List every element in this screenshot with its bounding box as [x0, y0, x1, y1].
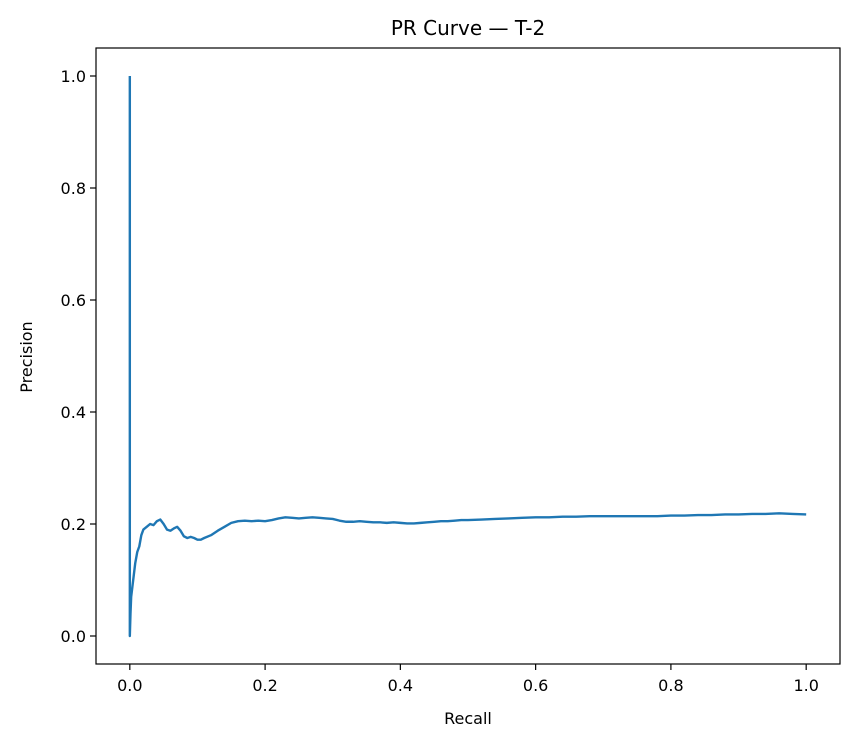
y-tick-label: 0.8	[61, 179, 86, 198]
x-tick-label: 0.4	[388, 676, 413, 695]
series-line	[128, 76, 807, 638]
y-tick-label: 0.4	[61, 403, 86, 422]
x-tick-label: 0.8	[658, 676, 683, 695]
y-axis-label: Precision	[17, 321, 36, 392]
y-tick-label: 0.0	[61, 627, 86, 646]
x-axis-label: Recall	[444, 709, 492, 728]
y-tick-label: 1.0	[61, 67, 86, 86]
y-tick-label: 0.6	[61, 291, 86, 310]
plot-area-frame	[95, 47, 841, 665]
chart-title: PR Curve — T-2	[391, 16, 545, 40]
series-lines	[128, 76, 807, 638]
axis-ticks: 0.0 0.2 0.4 0.6 0.8 1.0 0.0 0.2 0.4 0.6 0.8 1.0	[61, 67, 819, 695]
x-tick-label: 0.0	[117, 676, 142, 695]
x-tick-label: 0.6	[523, 676, 548, 695]
y-tick-label: 0.2	[61, 515, 86, 534]
x-tick-label: 1.0	[793, 676, 818, 695]
x-tick-label: 0.2	[252, 676, 277, 695]
